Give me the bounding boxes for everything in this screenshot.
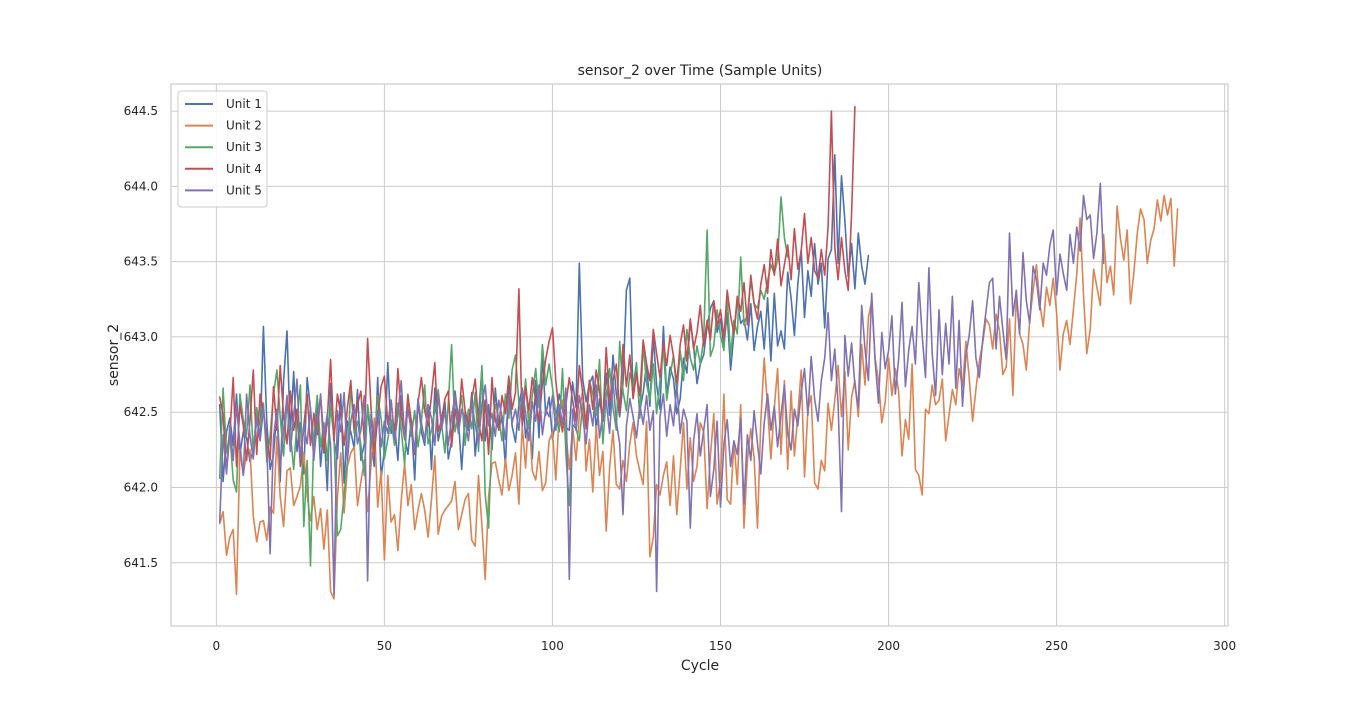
legend-entry-label: Unit 3 bbox=[226, 140, 262, 154]
series-line-unit-3 bbox=[218, 196, 789, 567]
series-line-unit-1 bbox=[218, 154, 870, 492]
x-tick-label: 0 bbox=[213, 639, 221, 653]
x-tick-label: 300 bbox=[1213, 639, 1236, 653]
x-tick-label: 200 bbox=[877, 639, 900, 653]
axes-border bbox=[170, 83, 1229, 627]
x-tick-label: 100 bbox=[541, 639, 564, 653]
series-line-unit-5 bbox=[218, 182, 1105, 596]
legend-box bbox=[177, 90, 268, 208]
y-tick-label: 644.0 bbox=[124, 179, 158, 193]
legend-entry-label: Unit 5 bbox=[226, 183, 262, 197]
y-tick-label: 642.5 bbox=[124, 405, 158, 419]
grid bbox=[171, 84, 1228, 626]
legend-entry-label: Unit 4 bbox=[226, 162, 262, 176]
x-axis-label: Cycle bbox=[681, 658, 719, 674]
y-tick-label: 641.5 bbox=[124, 556, 158, 570]
x-tick-label: 50 bbox=[377, 639, 392, 653]
series-lines bbox=[218, 105, 1179, 600]
x-tick-label: 150 bbox=[709, 639, 732, 653]
axes-frame bbox=[170, 83, 1229, 627]
y-tick-label: 642.0 bbox=[124, 480, 158, 494]
y-axis-label: sensor_2 bbox=[106, 324, 122, 386]
legend: Unit 1 Unit 2 Unit 3 Unit 4 Unit 5 bbox=[177, 90, 268, 208]
y-tick-label: 644.5 bbox=[124, 104, 158, 118]
y-tick-label: 643.0 bbox=[124, 330, 158, 344]
legend-entry-label: Unit 2 bbox=[226, 119, 262, 133]
y-tick-label: 643.5 bbox=[124, 255, 158, 269]
chart-title: sensor_2 over Time (Sample Units) bbox=[578, 63, 823, 79]
x-tick-label: 250 bbox=[1045, 639, 1068, 653]
tick-labels: 0 50 100 150 200 250 300 641.5 642.0 642.5 643.0 64… bbox=[124, 104, 1236, 653]
legend-entry-label: Unit 1 bbox=[226, 97, 262, 111]
